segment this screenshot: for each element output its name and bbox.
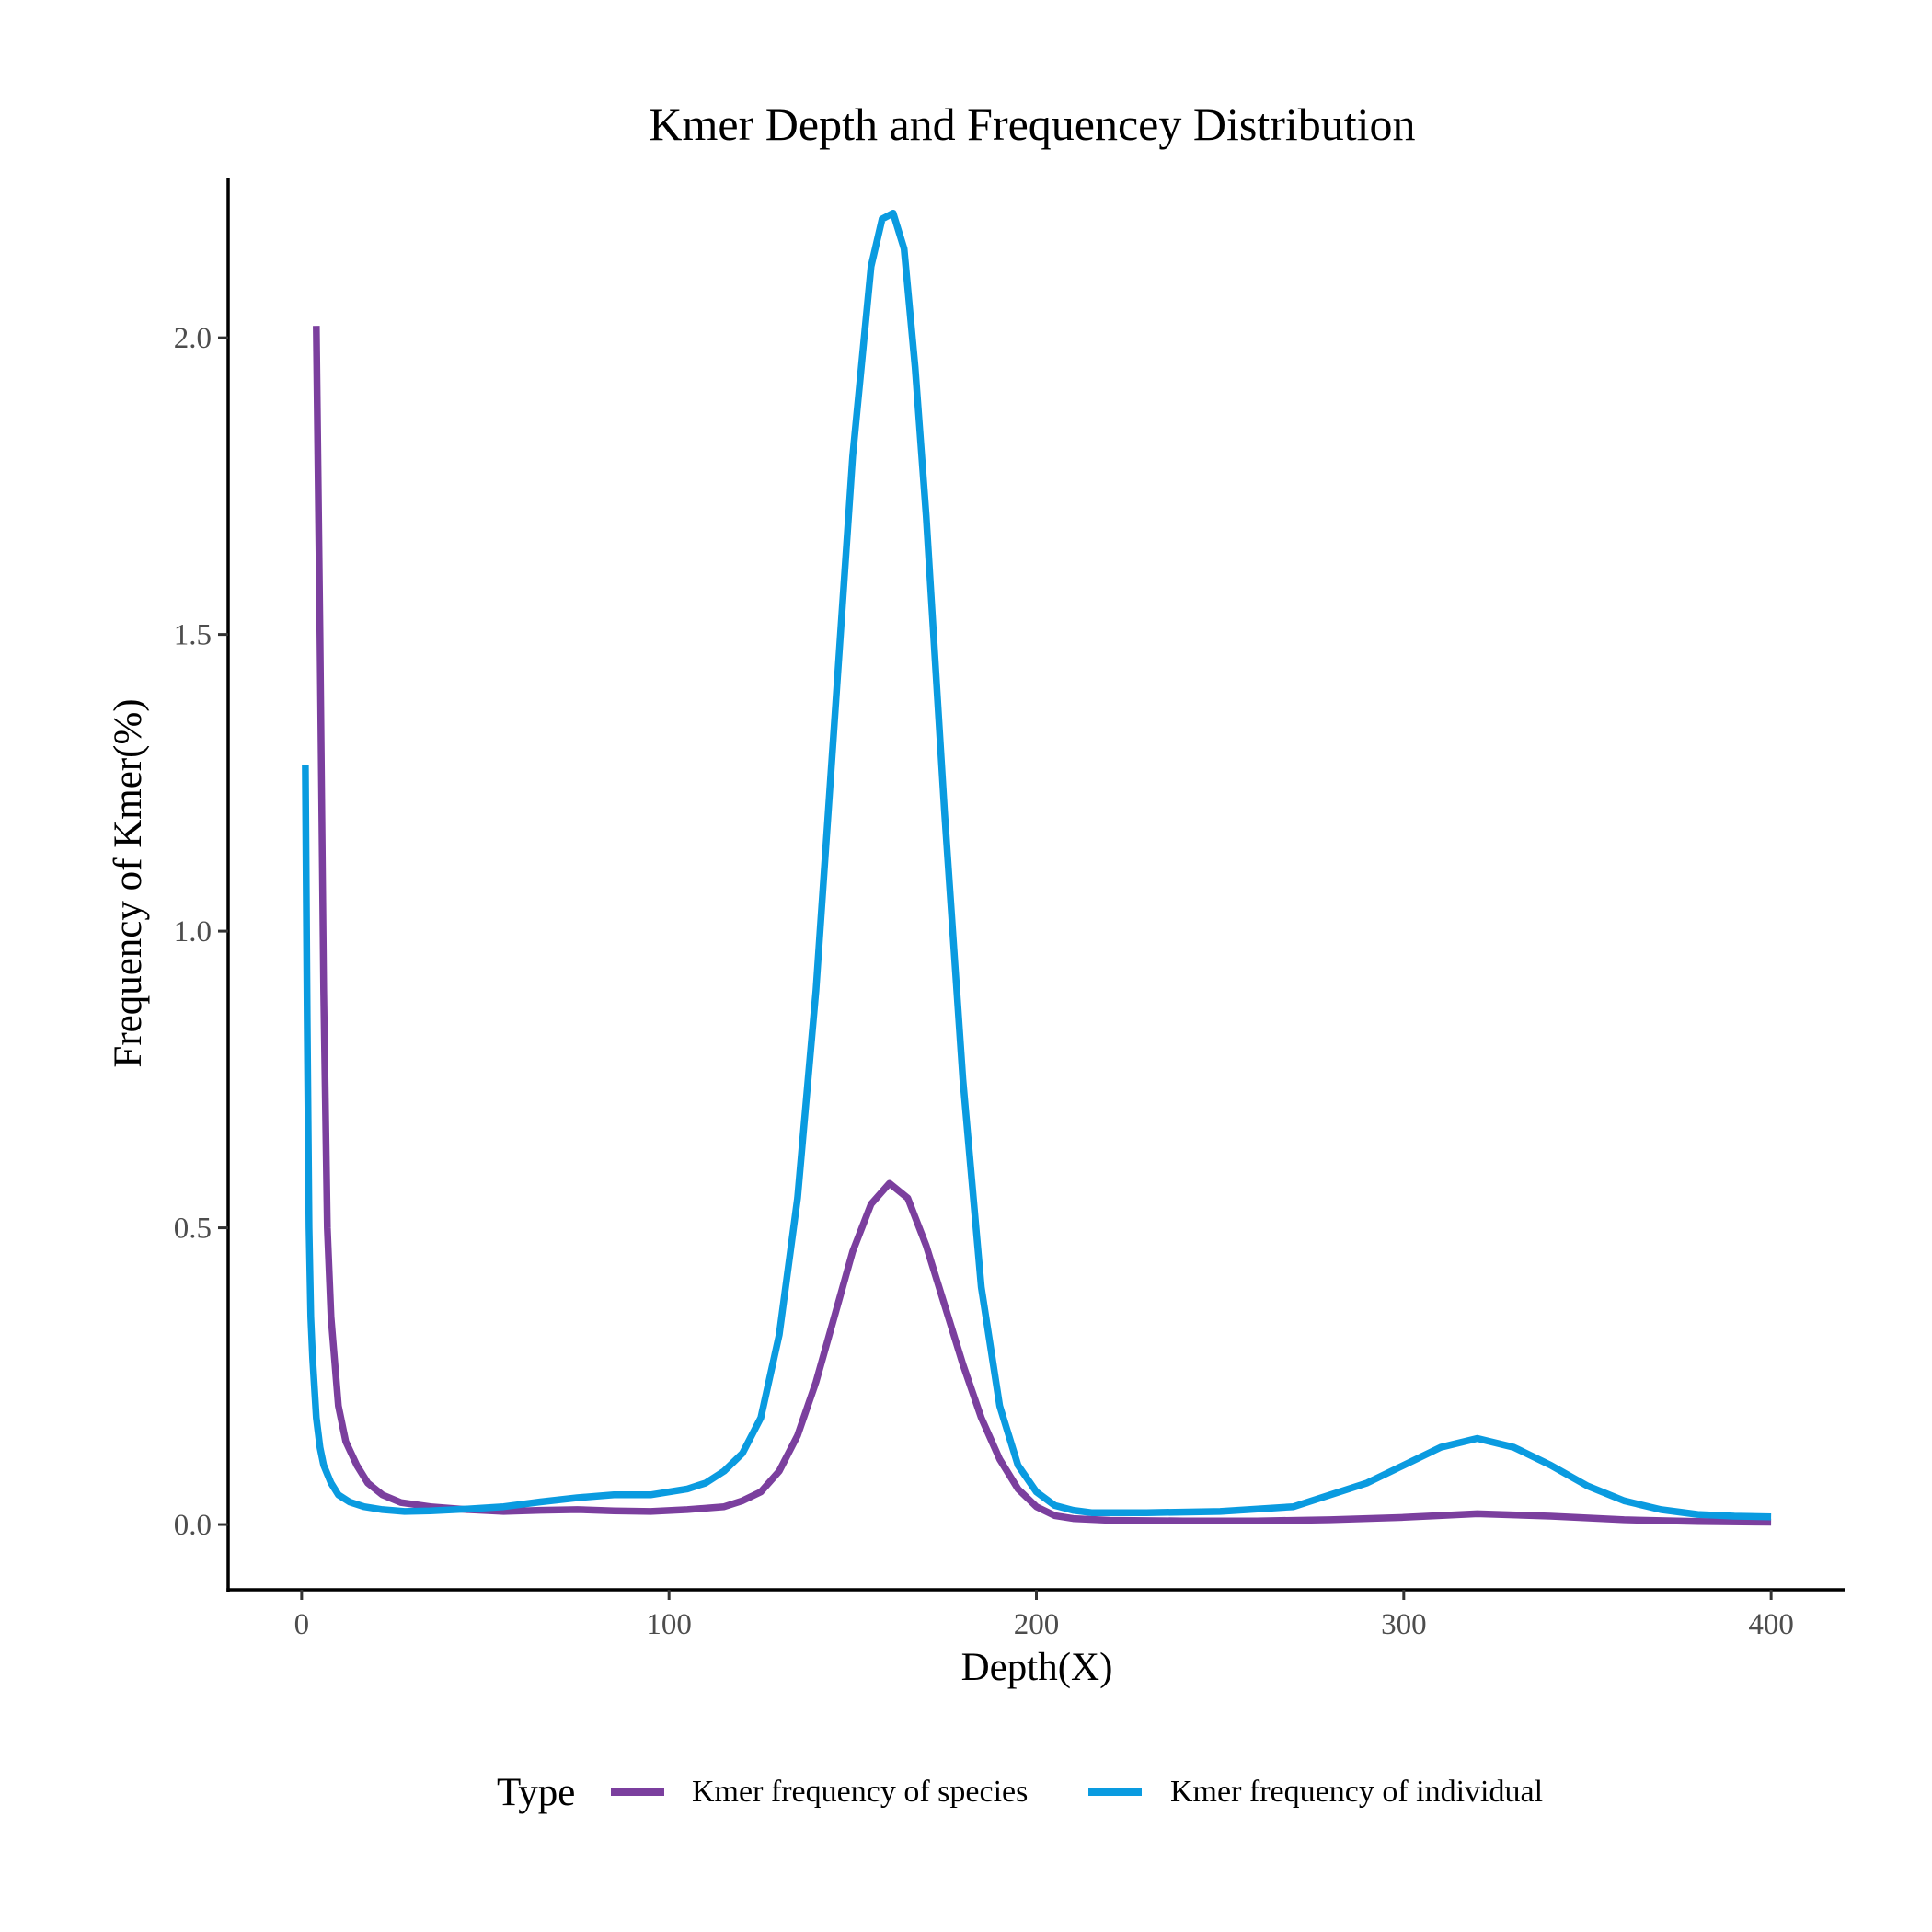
- series-line-individual: [302, 209, 1772, 1521]
- series-layer: [302, 209, 1772, 1526]
- y-axis-title: Frequency of Kmer(%): [107, 698, 150, 1067]
- x-tick-label: 400: [1748, 1608, 1794, 1641]
- x-tick-label: 200: [1014, 1608, 1060, 1641]
- y-axis-ticks: 0.0 0.5 1.0 1.5 2.0: [174, 322, 228, 1542]
- legend: Type Kmer frequency of species Kmer freq…: [497, 1771, 1543, 1814]
- legend-title: Type: [497, 1771, 575, 1814]
- y-tick-label: 2.0: [174, 322, 212, 355]
- y-tick-label: 0.0: [174, 1509, 212, 1542]
- y-tick-label: 1.5: [174, 619, 212, 652]
- x-axis-ticks: 0 100 200 300 400: [294, 1590, 1794, 1641]
- y-tick-label: 0.5: [174, 1213, 212, 1246]
- chart-title: Kmer Depth and Frequencey Distribution: [649, 98, 1415, 150]
- y-tick-label: 1.0: [174, 915, 212, 949]
- plot-area: 0 100 200 300 400 0.0 0.5 1.0 1.5 2.0: [174, 178, 1845, 1641]
- x-tick-label: 100: [646, 1608, 692, 1641]
- x-tick-label: 0: [294, 1608, 310, 1641]
- legend-label-individual: Kmer frequency of individual: [1170, 1775, 1543, 1809]
- series-line-species: [313, 326, 1772, 1526]
- x-tick-label: 300: [1381, 1608, 1427, 1641]
- legend-label-species: Kmer frequency of species: [692, 1775, 1028, 1809]
- x-axis-title: Depth(X): [961, 1646, 1113, 1689]
